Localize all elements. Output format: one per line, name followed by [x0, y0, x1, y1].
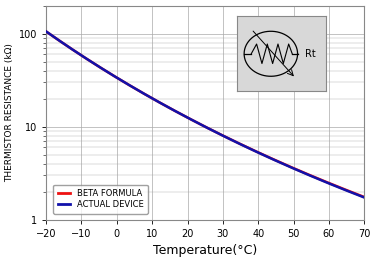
Legend: BETA FORMULA, ACTUAL DEVICE: BETA FORMULA, ACTUAL DEVICE: [53, 185, 148, 214]
Y-axis label: THERMISTOR RESISTANCE (kΩ): THERMISTOR RESISTANCE (kΩ): [6, 43, 15, 182]
X-axis label: Temperature(°C): Temperature(°C): [153, 244, 257, 257]
